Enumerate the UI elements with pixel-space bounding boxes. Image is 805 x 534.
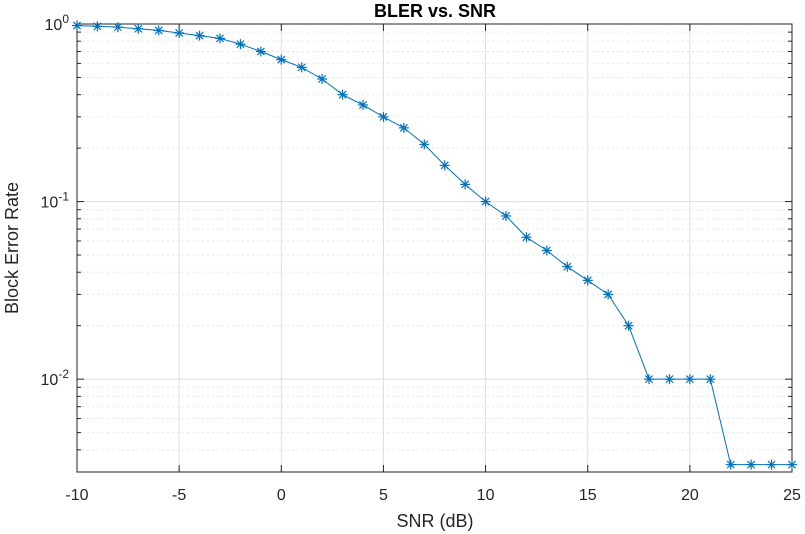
data-point-marker (215, 33, 225, 44)
x-tick-label: 5 (379, 487, 388, 504)
data-point-marker (174, 27, 185, 38)
data-point-marker (582, 275, 593, 286)
series-line (76, 25, 792, 466)
data-point-marker (603, 289, 614, 300)
y-tick-labels: 10-2 10-1 100 (41, 12, 70, 389)
chart-title: BLER vs. SNR (374, 1, 496, 21)
data-point-marker (480, 196, 491, 207)
x-tick-label: -5 (172, 487, 186, 504)
x-tick-label: 25 (783, 487, 801, 504)
data-point-marker (664, 374, 675, 385)
x-tick-label: -10 (65, 487, 88, 504)
data-point-marker (541, 245, 552, 256)
y-tick-label: 10-2 (41, 367, 70, 389)
data-point-marker (398, 122, 409, 133)
data-point-marker (460, 179, 471, 190)
data-point-marker (787, 459, 797, 470)
data-point-marker (684, 374, 695, 385)
data-point-marker (296, 62, 307, 73)
data-point-marker (255, 46, 266, 57)
data-point-marker (92, 21, 103, 32)
data-point-marker (746, 459, 757, 470)
x-tick-labels: -10 -5 0 5 10 15 20 25 (65, 487, 801, 504)
y-tick-label: 10-1 (41, 190, 70, 212)
x-tick-label: 10 (477, 487, 495, 504)
data-point-marker (521, 232, 532, 243)
x-tick-label: 0 (277, 487, 286, 504)
data-point-marker (112, 22, 123, 33)
data-point-marker (766, 459, 777, 470)
data-point-marker (72, 20, 82, 31)
data-point-marker (378, 111, 389, 122)
data-point-marker (562, 261, 573, 272)
axis-ticks (76, 23, 793, 473)
data-point-marker (501, 210, 511, 221)
x-tick-label: 15 (579, 487, 597, 504)
series-markers (72, 20, 797, 470)
data-point-marker (725, 459, 736, 470)
data-point-marker (337, 89, 348, 100)
data-point-marker (705, 374, 716, 385)
data-point-marker (276, 54, 287, 65)
x-tick-label: 20 (681, 487, 699, 504)
data-point-marker (133, 23, 144, 34)
data-point-marker (358, 99, 368, 110)
major-grid (77, 24, 792, 472)
series-bler (76, 25, 792, 466)
x-axis-label: SNR (dB) (396, 511, 473, 531)
minor-grid (77, 31, 792, 473)
data-point-marker (235, 39, 246, 50)
y-tick-label: 100 (45, 12, 70, 34)
data-point-marker (153, 25, 164, 36)
data-point-marker (419, 139, 430, 150)
data-point-marker (644, 374, 654, 385)
data-point-marker (194, 30, 205, 41)
plot-area-frame (76, 23, 793, 473)
data-point-marker (439, 160, 450, 171)
data-point-marker (317, 74, 328, 85)
y-axis-label: Block Error Rate (2, 182, 22, 314)
data-point-marker (623, 320, 634, 331)
